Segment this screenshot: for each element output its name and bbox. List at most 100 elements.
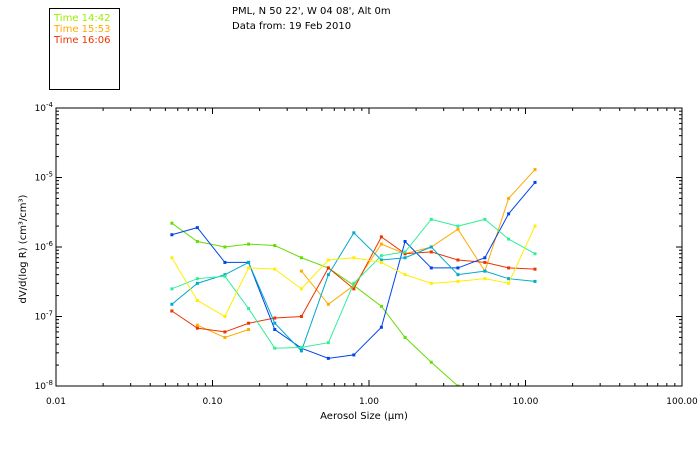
data-point bbox=[326, 273, 330, 277]
x-tick-label: 1.00 bbox=[359, 397, 379, 407]
y-tick-label: 10-8 bbox=[35, 379, 53, 392]
data-point bbox=[195, 323, 199, 327]
data-point bbox=[299, 256, 303, 260]
data-point bbox=[483, 256, 487, 260]
data-point bbox=[273, 328, 277, 332]
data-point bbox=[483, 269, 487, 273]
data-point bbox=[429, 250, 433, 254]
legend-entry-1: Time 14:42 bbox=[54, 13, 111, 24]
data-point bbox=[429, 266, 433, 270]
x-tick-label: 100.00 bbox=[666, 397, 698, 407]
data-point bbox=[273, 244, 277, 248]
y-tick-label: 10-6 bbox=[35, 240, 54, 253]
data-point bbox=[247, 242, 251, 246]
data-point bbox=[379, 235, 383, 239]
data-point bbox=[170, 287, 174, 291]
data-point bbox=[247, 260, 251, 264]
data-point bbox=[507, 212, 511, 216]
data-point bbox=[223, 330, 227, 334]
data-point bbox=[379, 254, 383, 258]
data-point bbox=[273, 346, 277, 350]
y-tick-label: 10-4 bbox=[35, 101, 54, 114]
location-line: PML, N 50 22', W 04 08', Alt 0m bbox=[232, 6, 391, 17]
data-point bbox=[223, 315, 227, 318]
x-axis-title: Aerosol Size (μm) bbox=[320, 411, 408, 422]
data-point bbox=[273, 267, 277, 271]
data-point bbox=[223, 274, 227, 278]
data-point bbox=[429, 281, 433, 285]
data-point bbox=[507, 196, 511, 200]
series-line bbox=[301, 169, 536, 305]
data-point bbox=[326, 341, 330, 345]
data-point bbox=[533, 180, 537, 184]
data-point bbox=[456, 224, 460, 228]
x-tick-label: 0.01 bbox=[46, 397, 66, 407]
data-point bbox=[483, 217, 487, 221]
data-point bbox=[533, 279, 537, 283]
data-point bbox=[429, 217, 433, 221]
x-tick-label: 0.10 bbox=[202, 397, 222, 407]
series-layer bbox=[170, 168, 537, 386]
data-point bbox=[195, 226, 199, 230]
data-point bbox=[379, 304, 383, 308]
data-point bbox=[403, 273, 407, 277]
data-point bbox=[533, 224, 537, 228]
data-point bbox=[273, 316, 277, 320]
data-point bbox=[170, 221, 174, 225]
data-point bbox=[247, 266, 251, 270]
data-point bbox=[170, 233, 174, 237]
data-point bbox=[403, 239, 407, 243]
data-point bbox=[299, 349, 303, 353]
data-point bbox=[223, 335, 227, 339]
legend-entry-3: Time 16:06 bbox=[54, 35, 111, 46]
data-point bbox=[352, 256, 356, 260]
series-line bbox=[171, 222, 459, 386]
y-tick-label: 10-7 bbox=[35, 310, 53, 323]
data-point bbox=[326, 266, 330, 270]
data-point bbox=[507, 237, 511, 241]
data-point bbox=[299, 315, 303, 318]
data-point bbox=[299, 345, 303, 349]
data-point bbox=[299, 269, 303, 273]
data-point bbox=[456, 279, 460, 283]
y-axis-title: dV/d(log R) (cm³/cm³) bbox=[18, 194, 29, 303]
data-point bbox=[195, 239, 199, 243]
data-point bbox=[195, 298, 199, 302]
data-point bbox=[170, 309, 174, 313]
data-point bbox=[403, 252, 407, 256]
data-point bbox=[533, 252, 537, 256]
data-point bbox=[352, 287, 356, 291]
data-point bbox=[170, 302, 174, 306]
date-line: Data from: 19 Feb 2010 bbox=[232, 21, 352, 32]
data-point bbox=[456, 266, 460, 270]
data-point bbox=[223, 245, 227, 249]
data-point bbox=[326, 302, 330, 306]
data-point bbox=[352, 353, 356, 357]
data-point bbox=[456, 227, 460, 231]
x-tick-label: 10.00 bbox=[513, 397, 539, 407]
data-point bbox=[456, 273, 460, 277]
data-point bbox=[379, 260, 383, 264]
data-point bbox=[326, 258, 330, 262]
data-point bbox=[170, 256, 174, 260]
data-point bbox=[195, 326, 199, 330]
data-point bbox=[352, 281, 356, 285]
data-point bbox=[299, 287, 303, 291]
data-point bbox=[379, 242, 383, 246]
legend-entry-2: Time 15:53 bbox=[54, 24, 111, 35]
legend-box: Time 14:42 Time 15:53 Time 16:06 bbox=[49, 8, 120, 90]
data-point bbox=[223, 273, 227, 277]
data-point bbox=[507, 281, 511, 285]
data-point bbox=[195, 281, 199, 285]
data-point bbox=[429, 245, 433, 249]
data-point bbox=[403, 335, 407, 339]
data-point bbox=[533, 168, 537, 172]
data-point bbox=[247, 328, 251, 332]
data-point bbox=[195, 277, 199, 281]
data-point bbox=[223, 260, 227, 264]
data-point bbox=[326, 356, 330, 360]
data-point bbox=[483, 260, 487, 264]
data-point bbox=[379, 258, 383, 262]
data-point bbox=[352, 231, 356, 235]
